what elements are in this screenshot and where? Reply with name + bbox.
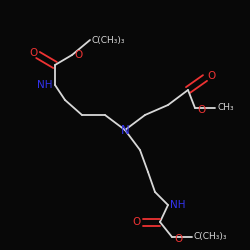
Text: C(CH₃)₃: C(CH₃)₃	[194, 232, 228, 241]
Text: NH: NH	[170, 200, 186, 210]
Text: O: O	[30, 48, 38, 58]
Text: N: N	[120, 124, 130, 136]
Text: O: O	[174, 234, 182, 244]
Text: O: O	[133, 217, 141, 227]
Text: O: O	[207, 71, 215, 81]
Text: O: O	[74, 50, 82, 60]
Text: C(CH₃)₃: C(CH₃)₃	[92, 36, 126, 44]
Text: O: O	[197, 105, 205, 115]
Text: NH: NH	[38, 80, 53, 90]
Text: CH₃: CH₃	[217, 104, 234, 112]
